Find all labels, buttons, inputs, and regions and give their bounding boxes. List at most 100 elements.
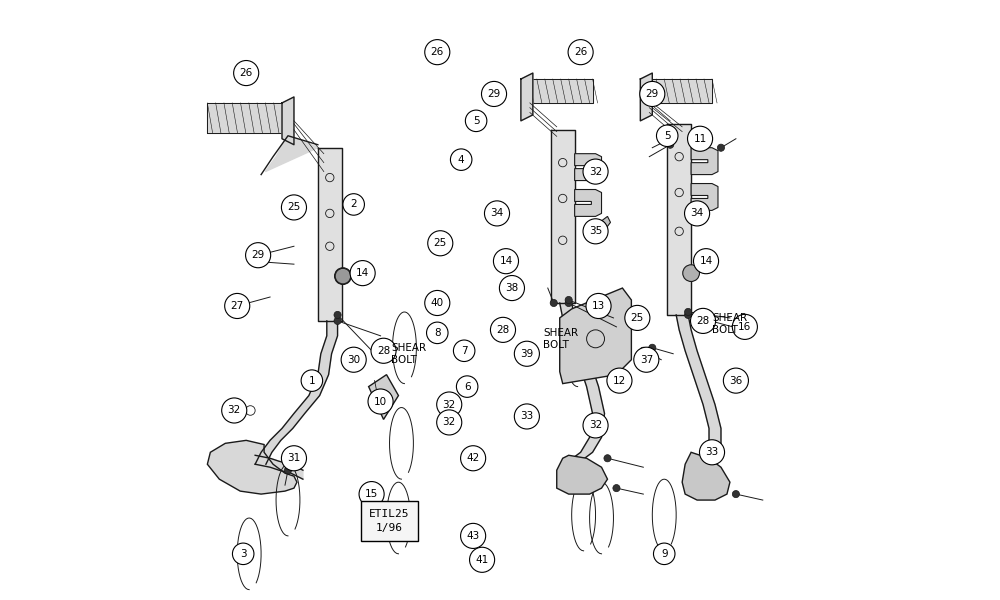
Text: 34: 34 (490, 208, 504, 218)
Text: 26: 26 (240, 68, 253, 78)
Text: 39: 39 (520, 349, 534, 359)
Polygon shape (207, 440, 297, 494)
Text: 33: 33 (520, 412, 534, 421)
Circle shape (281, 446, 307, 471)
Polygon shape (521, 79, 593, 103)
Circle shape (427, 322, 448, 344)
Polygon shape (551, 130, 575, 303)
Circle shape (688, 126, 713, 151)
Text: 34: 34 (690, 208, 704, 218)
Circle shape (222, 398, 247, 423)
Text: 27: 27 (231, 301, 244, 311)
Polygon shape (560, 288, 631, 383)
Circle shape (284, 467, 292, 474)
Circle shape (341, 347, 366, 372)
Circle shape (723, 368, 748, 393)
Text: 32: 32 (443, 400, 456, 410)
Circle shape (234, 302, 241, 310)
Circle shape (484, 201, 510, 226)
Circle shape (583, 159, 608, 184)
Circle shape (461, 446, 486, 471)
Circle shape (232, 543, 254, 565)
Circle shape (565, 299, 572, 307)
FancyBboxPatch shape (361, 501, 418, 541)
Circle shape (246, 242, 271, 268)
Polygon shape (691, 184, 718, 211)
Circle shape (732, 314, 757, 340)
Circle shape (583, 413, 608, 438)
Circle shape (685, 201, 710, 226)
Circle shape (371, 338, 396, 364)
Text: 26: 26 (431, 47, 444, 57)
Circle shape (493, 248, 519, 274)
Text: 13: 13 (592, 301, 605, 311)
Text: 15: 15 (365, 489, 378, 499)
Text: 38: 38 (505, 283, 519, 293)
Polygon shape (521, 73, 533, 121)
Circle shape (334, 311, 341, 319)
Text: 30: 30 (347, 355, 360, 365)
Circle shape (550, 299, 557, 307)
Text: 32: 32 (228, 406, 241, 415)
Text: 12: 12 (613, 376, 626, 386)
Circle shape (685, 311, 692, 319)
Text: 28: 28 (377, 346, 390, 356)
Polygon shape (575, 154, 602, 181)
Circle shape (640, 347, 647, 355)
Circle shape (699, 440, 725, 465)
Circle shape (604, 455, 611, 462)
Text: 11: 11 (693, 134, 707, 144)
Polygon shape (587, 217, 610, 240)
Circle shape (568, 40, 593, 65)
Text: 8: 8 (434, 328, 441, 338)
Circle shape (634, 347, 659, 372)
Text: 2: 2 (350, 199, 357, 209)
Circle shape (428, 231, 453, 256)
Polygon shape (557, 455, 608, 494)
Text: 7: 7 (461, 346, 467, 356)
Polygon shape (682, 452, 730, 500)
Text: 29: 29 (646, 89, 659, 99)
Circle shape (343, 194, 364, 215)
Polygon shape (560, 303, 605, 461)
Circle shape (234, 61, 259, 86)
Circle shape (649, 344, 656, 352)
Text: 28: 28 (696, 316, 710, 326)
Text: 37: 37 (640, 355, 653, 365)
Text: 26: 26 (574, 47, 587, 57)
Circle shape (335, 268, 351, 284)
Polygon shape (691, 148, 718, 175)
Text: 43: 43 (466, 531, 480, 541)
Text: 3: 3 (240, 549, 247, 559)
Text: SHEAR
BOLT: SHEAR BOLT (391, 343, 426, 365)
Polygon shape (318, 148, 342, 321)
Circle shape (350, 260, 375, 286)
Circle shape (640, 82, 665, 107)
Text: 10: 10 (374, 397, 387, 407)
Circle shape (656, 125, 678, 146)
Text: 40: 40 (431, 298, 444, 308)
Circle shape (667, 135, 674, 142)
Circle shape (667, 141, 674, 148)
Text: 6: 6 (464, 382, 470, 392)
Circle shape (514, 341, 539, 366)
Circle shape (359, 482, 384, 506)
Text: 14: 14 (699, 256, 713, 266)
Text: 1: 1 (309, 376, 315, 386)
Circle shape (625, 305, 650, 331)
Circle shape (258, 251, 265, 258)
Circle shape (450, 149, 472, 170)
Text: 14: 14 (499, 256, 513, 266)
Circle shape (301, 370, 323, 391)
Circle shape (335, 268, 351, 284)
Circle shape (225, 293, 250, 319)
Text: 25: 25 (631, 313, 644, 323)
Circle shape (425, 40, 450, 65)
Text: SHEAR
BOLT: SHEAR BOLT (712, 313, 747, 335)
Circle shape (583, 219, 608, 244)
Circle shape (732, 491, 739, 497)
Circle shape (281, 195, 307, 220)
Circle shape (691, 308, 716, 334)
Text: 32: 32 (589, 167, 602, 176)
Circle shape (490, 317, 516, 343)
